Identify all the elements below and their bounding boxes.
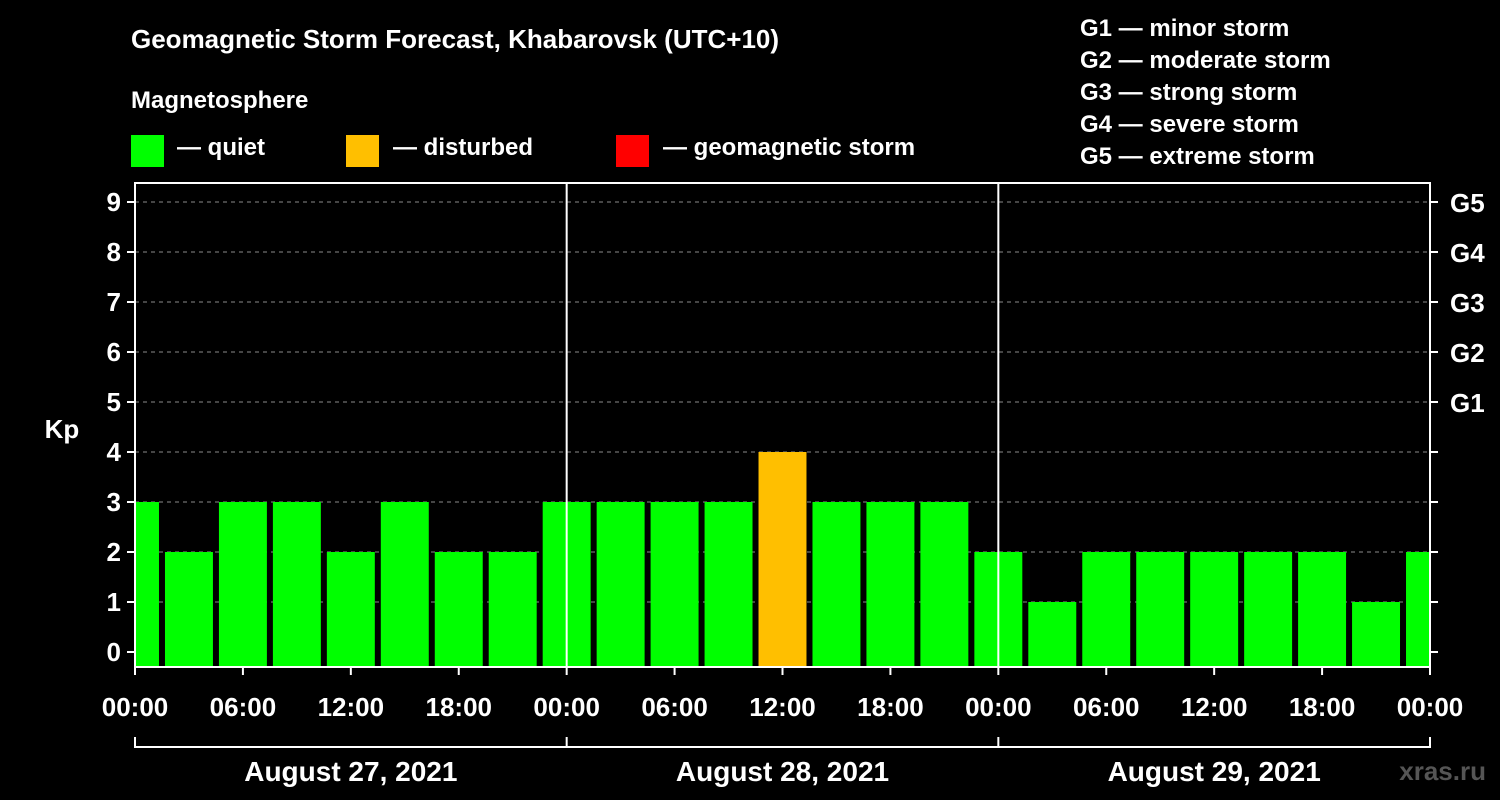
y-tick-label: 9 <box>107 187 121 217</box>
kp-bar <box>1298 552 1347 667</box>
time-label: 18:00 <box>1289 692 1356 722</box>
kp-bar <box>596 502 645 667</box>
time-label: 18:00 <box>426 692 493 722</box>
kp-bar <box>650 502 699 667</box>
legend-label-disturbed: — disturbed <box>393 134 534 161</box>
kp-bar <box>218 502 267 667</box>
time-label: 06:00 <box>641 692 708 722</box>
storm-scale-g5: G5 — extreme storm <box>1080 143 1315 170</box>
legend-swatch-quiet <box>131 135 164 167</box>
legend-label-quiet: — quiet <box>177 134 265 161</box>
kp-bar <box>488 552 537 667</box>
kp-bar <box>1244 552 1293 667</box>
y-axis-label: Kp <box>45 414 80 444</box>
kp-bar <box>1082 552 1131 667</box>
legend-label-storm: — geomagnetic storm <box>663 134 916 161</box>
time-label: 12:00 <box>318 692 385 722</box>
storm-level-label: G4 <box>1450 238 1485 268</box>
kp-bar <box>866 502 915 667</box>
kp-bar <box>704 502 753 667</box>
storm-scale-g2: G2 — moderate storm <box>1080 47 1331 74</box>
kp-bar <box>434 552 483 667</box>
kp-bar <box>920 502 969 667</box>
date-label: August 28, 2021 <box>676 756 889 787</box>
storm-scale-g4: G4 — severe storm <box>1080 111 1299 138</box>
date-label: August 27, 2021 <box>244 756 457 787</box>
y-tick-label: 5 <box>107 387 121 417</box>
time-label: 06:00 <box>210 692 277 722</box>
time-label: 12:00 <box>749 692 816 722</box>
kp-bar <box>1352 602 1401 667</box>
storm-scale-g1: G1 — minor storm <box>1080 15 1290 42</box>
time-label: 00:00 <box>533 692 600 722</box>
storm-level-label: G2 <box>1450 338 1485 368</box>
legend-swatch-storm <box>616 135 649 167</box>
watermark: xras.ru <box>1399 756 1486 786</box>
legend-section-title: Magnetosphere <box>131 87 309 114</box>
kp-bar <box>758 452 807 667</box>
time-label: 00:00 <box>1397 692 1464 722</box>
kp-bar <box>380 502 429 667</box>
storm-scale-g3: G3 — strong storm <box>1080 79 1298 106</box>
y-tick-label: 4 <box>107 437 122 467</box>
kp-bar <box>164 552 213 667</box>
legend-swatch-disturbed <box>346 135 379 167</box>
kp-bar <box>326 552 375 667</box>
y-tick-label: 0 <box>107 637 121 667</box>
chart-title: Geomagnetic Storm Forecast, Khabarovsk (… <box>131 24 780 54</box>
kp-bar <box>1190 552 1239 667</box>
time-label: 06:00 <box>1073 692 1140 722</box>
time-label: 00:00 <box>102 692 169 722</box>
kp-bar <box>812 502 861 667</box>
time-label: 12:00 <box>1181 692 1248 722</box>
storm-level-label: G1 <box>1450 388 1485 418</box>
y-tick-label: 6 <box>107 337 121 367</box>
kp-bar <box>1406 552 1429 667</box>
kp-bar <box>272 502 321 667</box>
kp-bar <box>136 502 159 667</box>
y-tick-label: 7 <box>107 287 121 317</box>
y-tick-label: 3 <box>107 487 121 517</box>
storm-level-label: G3 <box>1450 288 1485 318</box>
time-label: 18:00 <box>857 692 924 722</box>
time-label: 00:00 <box>965 692 1032 722</box>
kp-bar <box>1136 552 1185 667</box>
storm-level-label: G5 <box>1450 188 1485 218</box>
date-label: August 29, 2021 <box>1108 756 1321 787</box>
y-tick-label: 2 <box>107 537 121 567</box>
y-tick-label: 8 <box>107 237 121 267</box>
y-tick-label: 1 <box>107 587 121 617</box>
kp-bar <box>1028 602 1077 667</box>
